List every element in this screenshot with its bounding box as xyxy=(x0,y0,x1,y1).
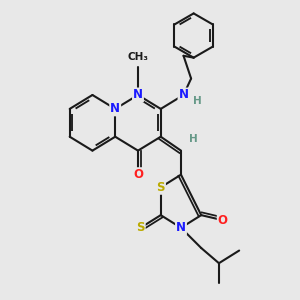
Text: N: N xyxy=(176,221,186,234)
Text: O: O xyxy=(133,168,143,181)
Text: CH₃: CH₃ xyxy=(128,52,148,62)
Text: N: N xyxy=(178,88,188,101)
Text: N: N xyxy=(133,88,143,101)
Text: H: H xyxy=(193,96,202,106)
Text: N: N xyxy=(110,102,120,116)
Text: O: O xyxy=(218,214,228,227)
Text: S: S xyxy=(157,181,165,194)
Text: S: S xyxy=(136,221,145,234)
Text: H: H xyxy=(189,134,198,144)
